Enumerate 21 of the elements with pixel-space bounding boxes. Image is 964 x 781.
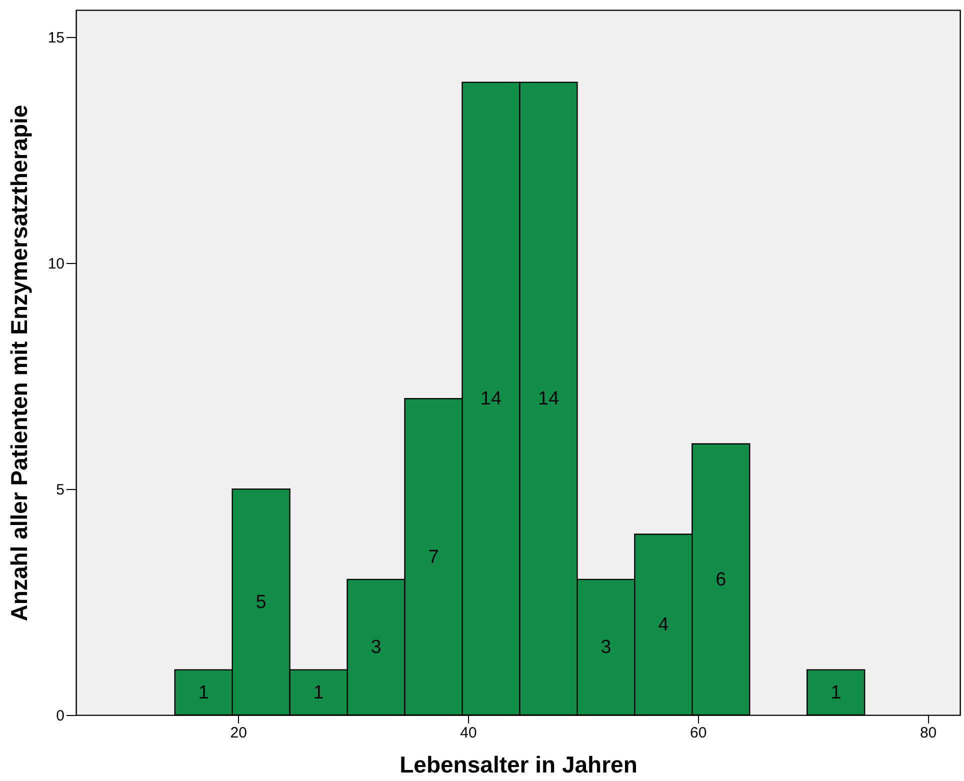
data-label: 7 — [428, 546, 439, 568]
x-tick-label: 80 — [920, 724, 937, 742]
data-label: 3 — [600, 637, 612, 658]
data-label: 14 — [480, 388, 502, 410]
x-tick-label: 20 — [230, 724, 247, 742]
y-tick-label: 10 — [48, 256, 64, 273]
x-tick-label: 40 — [460, 724, 477, 742]
data-label: 5 — [256, 592, 266, 614]
x-tick-label: 60 — [690, 724, 707, 742]
y-tick-label: 15 — [48, 30, 64, 47]
x-axis-title: Lebensalter in Jahren — [400, 752, 638, 778]
data-label: 6 — [716, 569, 726, 590]
data-label: 1 — [830, 682, 842, 704]
data-label: 4 — [658, 614, 670, 636]
data-label: 3 — [370, 637, 382, 658]
data-label: 1 — [198, 682, 209, 704]
data-label: 1 — [313, 682, 324, 704]
y-tick-label: 5 — [56, 482, 64, 499]
data-label: 14 — [538, 388, 560, 410]
y-tick-label: 0 — [56, 708, 64, 724]
y-axis-title: Anzahl aller Patienten mit Enzymersatztherapie — [6, 104, 32, 622]
